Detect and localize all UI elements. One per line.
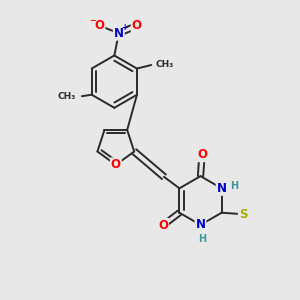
- Text: O: O: [197, 148, 207, 161]
- Text: CH₃: CH₃: [156, 61, 174, 70]
- Text: O: O: [94, 19, 104, 32]
- Text: −: −: [89, 16, 96, 25]
- Text: S: S: [239, 208, 247, 221]
- Text: O: O: [111, 158, 121, 171]
- Text: N: N: [114, 27, 124, 40]
- Text: +: +: [121, 23, 127, 32]
- Text: O: O: [132, 19, 142, 32]
- Text: N: N: [217, 182, 226, 195]
- Text: O: O: [158, 219, 168, 232]
- Text: CH₃: CH₃: [58, 92, 76, 101]
- Text: N: N: [196, 218, 206, 231]
- Text: H: H: [198, 234, 206, 244]
- Text: H: H: [231, 181, 239, 191]
